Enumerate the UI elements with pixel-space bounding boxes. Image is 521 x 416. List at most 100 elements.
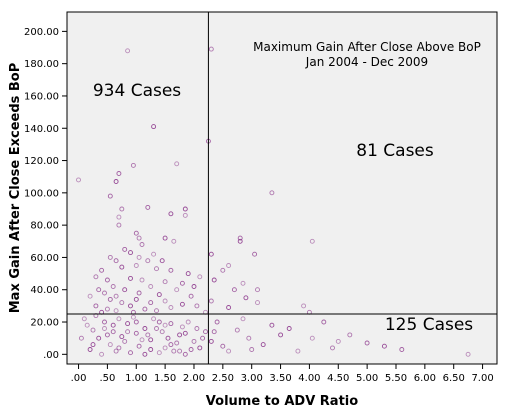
data-point	[162, 345, 168, 351]
data-point	[116, 222, 122, 228]
data-point	[96, 335, 102, 341]
points-layer	[76, 46, 471, 357]
data-point	[87, 347, 93, 352]
data-point	[191, 284, 197, 289]
data-point	[145, 258, 151, 264]
data-point	[185, 319, 191, 325]
x-tick-label: 3.00	[241, 373, 263, 384]
data-point	[119, 300, 125, 306]
data-point	[162, 235, 168, 241]
data-point	[162, 298, 168, 304]
data-point	[179, 280, 185, 286]
data-point	[159, 258, 165, 264]
data-point	[154, 266, 159, 272]
y-tick-label: 180.00	[24, 59, 59, 70]
data-point	[116, 171, 122, 176]
data-point	[116, 316, 122, 322]
data-point	[168, 211, 174, 217]
data-point	[309, 335, 315, 341]
data-point	[269, 322, 275, 328]
data-point	[133, 330, 139, 336]
y-tick-label: 160.00	[24, 91, 59, 102]
data-point	[168, 342, 174, 348]
data-point	[154, 326, 159, 331]
y-tick-label: 60.00	[30, 253, 59, 264]
data-point	[171, 238, 177, 244]
data-point	[104, 306, 110, 312]
data-point	[113, 258, 119, 264]
y-tick-label: 100.00	[24, 188, 59, 199]
y-axis-ticks: .00 20.00 40.00 60.00 80.00 100.00 120.00 140.0…	[24, 27, 67, 361]
data-point	[194, 326, 200, 331]
data-point	[156, 350, 162, 356]
data-point	[104, 277, 110, 283]
data-point	[208, 251, 214, 257]
x-tick-label: 5.50	[385, 373, 407, 384]
x-tick-label: 1.50	[154, 373, 176, 384]
data-point	[136, 343, 142, 349]
data-point	[136, 254, 142, 260]
data-point	[179, 324, 185, 330]
data-point	[99, 267, 105, 273]
quadrant-label-bottom-right: 125 Cases	[385, 315, 473, 335]
x-tick-label: 6.00	[414, 373, 436, 384]
data-point	[110, 284, 116, 289]
data-point	[99, 351, 105, 357]
x-tick-label: .50	[99, 373, 115, 384]
data-point	[102, 326, 107, 331]
data-point	[399, 347, 405, 352]
data-point	[148, 337, 154, 343]
data-point	[125, 321, 131, 327]
data-point	[128, 350, 133, 356]
data-point	[145, 204, 151, 210]
data-point	[119, 334, 125, 340]
data-point	[145, 332, 151, 338]
data-point	[208, 338, 214, 344]
data-point	[162, 279, 168, 285]
data-point	[154, 308, 159, 314]
y-tick-label: 200.00	[24, 27, 59, 38]
data-point	[234, 327, 240, 333]
data-point	[182, 206, 188, 212]
data-point	[122, 338, 128, 344]
data-point	[133, 296, 139, 302]
data-point	[252, 251, 258, 257]
data-point	[128, 303, 133, 309]
data-point	[231, 287, 237, 293]
data-point	[465, 351, 471, 357]
data-point	[130, 162, 136, 168]
data-point	[84, 322, 90, 328]
data-point	[174, 340, 180, 346]
x-tick-label: 1.00	[125, 373, 147, 384]
data-point	[119, 206, 125, 212]
x-tick-label: 7.00	[471, 373, 493, 384]
x-tick-label: 2.00	[183, 373, 205, 384]
data-point	[309, 238, 315, 244]
data-point	[177, 348, 183, 354]
data-point	[148, 347, 154, 352]
data-point	[119, 264, 125, 270]
data-point	[107, 342, 113, 348]
data-point	[174, 161, 180, 167]
data-point	[102, 319, 107, 325]
x-tick-label: 3.50	[269, 373, 291, 384]
data-point	[188, 293, 194, 299]
data-point	[191, 338, 197, 344]
data-point	[78, 335, 84, 341]
data-point	[110, 329, 116, 335]
data-point	[87, 293, 93, 299]
data-point	[156, 292, 162, 298]
data-point	[278, 332, 284, 338]
data-point	[107, 254, 113, 260]
y-tick-label: 120.00	[24, 156, 59, 167]
y-tick-label: 80.00	[30, 221, 59, 232]
data-point	[237, 238, 243, 244]
data-point	[182, 330, 188, 336]
data-point	[151, 251, 157, 257]
data-point	[139, 277, 145, 283]
data-point	[301, 303, 307, 309]
data-point	[168, 267, 174, 273]
data-point	[90, 342, 96, 348]
